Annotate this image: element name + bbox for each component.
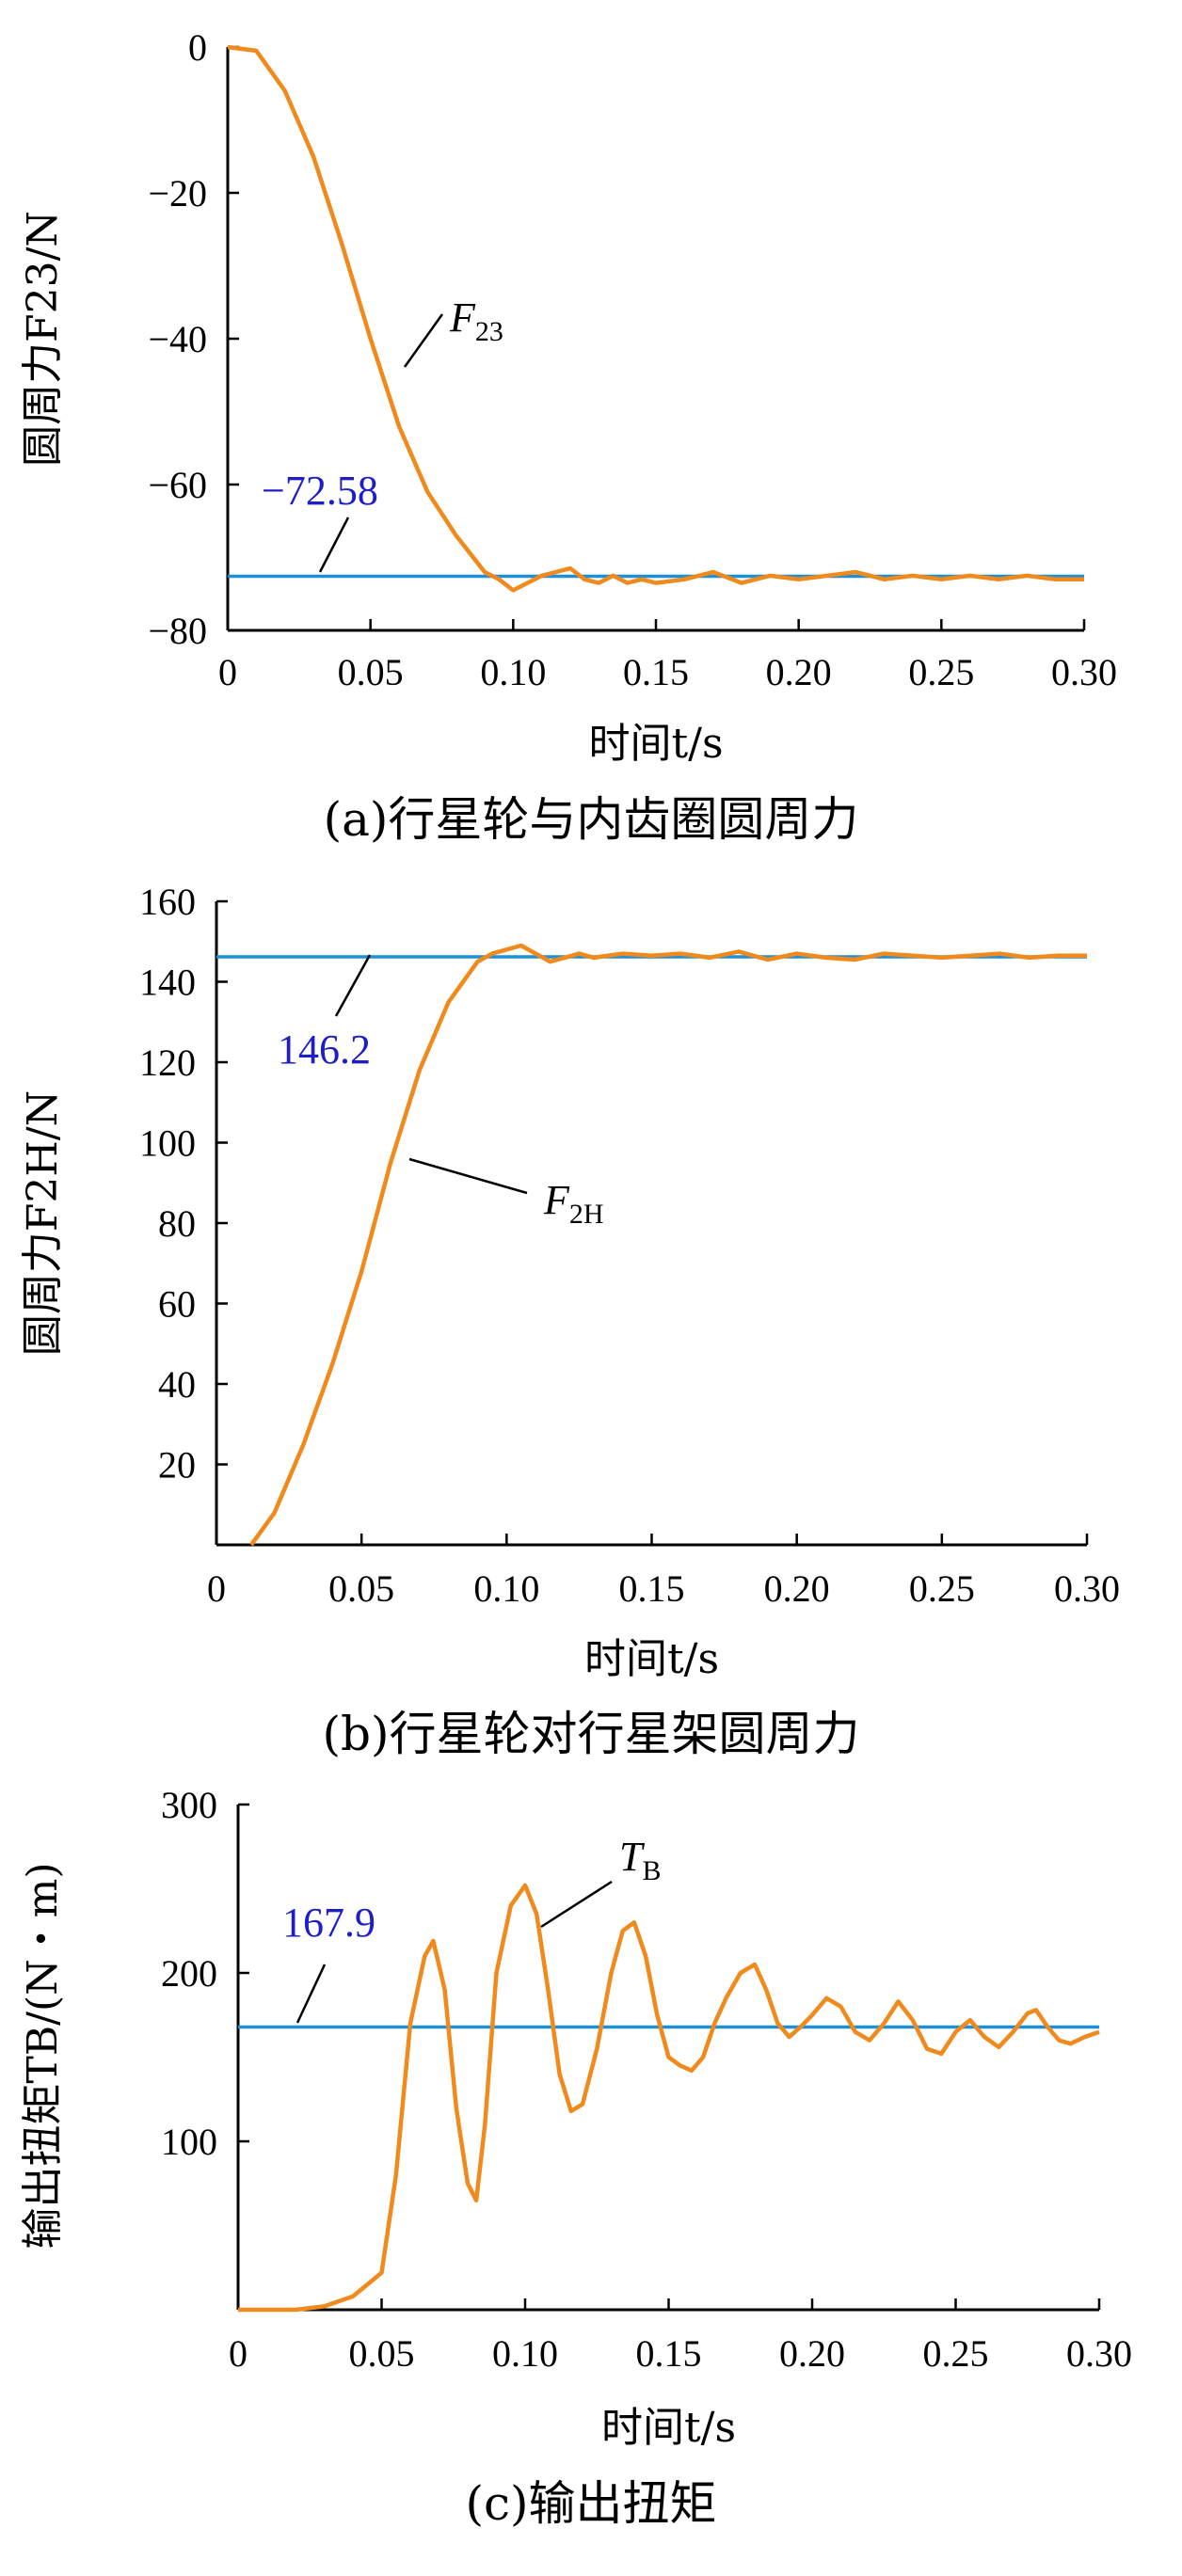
y-tick-label: −20 bbox=[148, 172, 207, 215]
y-tick-label: 80 bbox=[158, 1202, 196, 1245]
x-tick-label: 0.10 bbox=[492, 2332, 558, 2375]
y-tick-label: −60 bbox=[148, 464, 207, 506]
series-label-F2H: F2H bbox=[543, 1177, 604, 1230]
y-tick-label: 300 bbox=[161, 1784, 217, 1826]
y-tick-label: 0 bbox=[188, 26, 207, 69]
x-tick-label: 0.10 bbox=[473, 1567, 539, 1610]
x-tick-label: 0.25 bbox=[908, 651, 974, 693]
panel-caption: (a)行星轮与内齿圈圆周力 bbox=[324, 792, 859, 847]
y-tick-label: 200 bbox=[161, 1952, 217, 1995]
x-tick-label: 0.15 bbox=[636, 2332, 702, 2375]
x-axis-title: 时间t/s bbox=[584, 1635, 719, 1683]
x-tick-label: 0.30 bbox=[1054, 1567, 1120, 1610]
x-tick-label: 0.15 bbox=[619, 1567, 685, 1610]
x-tick-label: 0.20 bbox=[779, 2332, 845, 2375]
chart-panel-1: 0 0.05 0.10 0.15 0.20 0.25 0.30 0 −20 −40 −60 −80 −7… bbox=[19, 26, 1117, 847]
series-leader-line bbox=[403, 313, 444, 368]
y-tick-label: 40 bbox=[158, 1363, 196, 1406]
y-tick-label: 60 bbox=[158, 1283, 196, 1326]
series-label-TB: TB bbox=[619, 1834, 662, 1886]
series-leader-line bbox=[540, 1880, 613, 1929]
series-label-F23: F23 bbox=[449, 294, 503, 347]
reference-value-label: −72.58 bbox=[262, 468, 378, 514]
series-line-F23 bbox=[227, 44, 1084, 593]
y-axis-title: 输出扭矩TB/(N・m) bbox=[19, 1862, 67, 2249]
x-tick-label: 0.05 bbox=[349, 2332, 415, 2375]
x-tick-label: 0.25 bbox=[909, 1567, 975, 1610]
x-tick-label: 0.20 bbox=[764, 1567, 830, 1610]
reference-value-label: 146.2 bbox=[278, 1026, 371, 1073]
x-tick-label: 0 bbox=[207, 1567, 226, 1610]
x-tick-label: 0.05 bbox=[338, 651, 404, 693]
x-tick-label: 0.30 bbox=[1066, 2332, 1132, 2375]
x-tick-label: 0 bbox=[218, 651, 237, 693]
x-tick-label: 0.05 bbox=[328, 1567, 394, 1610]
y-tick-label: 100 bbox=[161, 2121, 217, 2163]
reference-leader-line bbox=[296, 1964, 327, 2024]
reference-leader-line bbox=[318, 517, 350, 573]
y-tick-label: −80 bbox=[148, 610, 207, 652]
x-tick-label: 0 bbox=[229, 2332, 248, 2375]
y-tick-label: 120 bbox=[139, 1042, 196, 1084]
x-axis-title: 时间t/s bbox=[588, 720, 723, 768]
chart-panel-3: 0 0.05 0.10 0.15 0.20 0.25 0.30 100 200 300 167.9 T… bbox=[19, 1784, 1132, 2531]
series-line-F2H bbox=[249, 943, 1087, 1547]
chart-panel-2: 0 0.05 0.10 0.15 0.20 0.25 0.30 20 40 60 80 100 120 1… bbox=[19, 881, 1120, 1761]
x-tick-label: 0.15 bbox=[623, 651, 689, 693]
y-tick-label: −40 bbox=[148, 318, 207, 360]
y-tick-label: 160 bbox=[139, 881, 196, 923]
x-tick-label: 0.25 bbox=[923, 2332, 989, 2375]
x-tick-label: 0.10 bbox=[480, 651, 546, 693]
panel-caption: (b)行星轮对行星架圆周力 bbox=[322, 1707, 859, 1761]
reference-value-label: 167.9 bbox=[282, 1900, 375, 1946]
y-tick-label: 100 bbox=[139, 1122, 196, 1165]
y-axis-title: 圆周力F2H/N bbox=[19, 1090, 67, 1356]
panel-caption: (c)输出扭矩 bbox=[465, 2476, 716, 2531]
series-leader-line bbox=[408, 1157, 528, 1195]
x-tick-label: 0.30 bbox=[1051, 651, 1117, 693]
reference-leader-line bbox=[334, 954, 372, 1017]
y-axis-title: 圆周力F23/N bbox=[19, 211, 67, 467]
x-tick-label: 0.20 bbox=[766, 651, 832, 693]
x-axis-title: 时间t/s bbox=[601, 2404, 736, 2452]
y-tick-label: 20 bbox=[158, 1444, 196, 1487]
series-line-TB bbox=[238, 1883, 1100, 2313]
y-tick-label: 140 bbox=[139, 962, 196, 1004]
